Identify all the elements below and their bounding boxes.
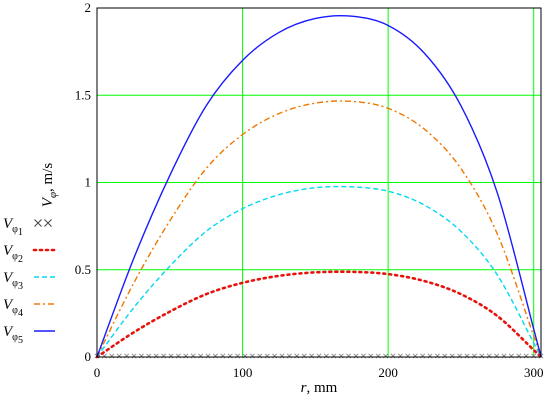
x-tick-label: 100	[233, 365, 253, 380]
series-vphi1-point	[508, 353, 514, 359]
series-vphi1-point	[205, 353, 211, 359]
legend-item: Vφ4	[3, 297, 55, 319]
series-vphi1-point	[471, 353, 477, 359]
series-vphi1-point	[294, 353, 300, 359]
series-vphi1-point	[427, 353, 433, 359]
x-tick-label: 300	[524, 365, 544, 380]
x-axis-label: r, mm	[301, 380, 338, 396]
legend-label: Vφ3	[3, 270, 23, 292]
series-vphi1-point	[338, 353, 344, 359]
legend-swatch	[44, 219, 52, 227]
series-vphi1-point	[138, 353, 144, 359]
series-vphi1-point	[353, 353, 359, 359]
series-vphi4-line	[96, 100, 542, 358]
series-vphi1-point	[272, 353, 278, 359]
series-vphi1-point	[183, 353, 189, 359]
series-vphi1-point	[412, 353, 418, 359]
series-vphi1	[94, 353, 544, 359]
series-vphi1-point	[434, 353, 440, 359]
series-vphi1-point	[153, 353, 159, 359]
legend-swatch	[34, 219, 42, 227]
series-vphi1-point	[242, 353, 248, 359]
series-vphi1-point	[442, 353, 448, 359]
y-tick-label: 2	[85, 0, 92, 15]
x-tick-label: 200	[378, 365, 398, 380]
legend-item: Vφ2	[3, 243, 57, 265]
series-vphi1-point	[449, 353, 455, 359]
y-axis-label: Vφ, m/s	[40, 163, 59, 208]
series-vphi1-point	[383, 353, 389, 359]
series-vphi1-point	[420, 353, 426, 359]
series-vphi1-point	[479, 353, 485, 359]
y-tick-label: 0.5	[75, 262, 91, 277]
series-vphi1-point	[309, 353, 315, 359]
series-vphi1-point	[397, 353, 403, 359]
legend-item: Vφ1	[3, 216, 52, 238]
y-tick-label: 1.5	[75, 87, 91, 102]
series-vphi1-point	[161, 353, 167, 359]
series-vphi1-point	[464, 353, 470, 359]
legend-item: Vφ3	[3, 270, 55, 292]
x-tick-label: 0	[94, 365, 101, 380]
series-vphi1-point	[175, 353, 181, 359]
series-vphi1-point	[346, 353, 352, 359]
legend-label: Vφ4	[3, 297, 23, 319]
series-vphi1-point	[405, 353, 411, 359]
series-vphi1-point	[190, 353, 196, 359]
series-vphi1-point	[501, 353, 507, 359]
series-vphi1-point	[109, 353, 115, 359]
grid	[97, 8, 541, 357]
series-vphi1-point	[494, 353, 500, 359]
series-vphi1-point	[523, 353, 529, 359]
series-vphi1-point	[360, 353, 366, 359]
legend-label: Vφ1	[3, 216, 23, 238]
series-vphi1-point	[301, 353, 307, 359]
series-vphi1-point	[390, 353, 396, 359]
series-vphi1-point	[227, 353, 233, 359]
series-layer	[94, 14, 544, 359]
series-vphi1-point	[131, 353, 137, 359]
series-vphi1-point	[235, 353, 241, 359]
series-vphi1-point	[212, 353, 218, 359]
series-vphi1-point	[116, 353, 122, 359]
series-vphi5-line	[96, 14, 542, 358]
legend-label: Vφ5	[3, 324, 23, 346]
series-vphi1-point	[486, 353, 492, 359]
y-tick-label: 1	[85, 175, 92, 190]
series-vphi1-point	[257, 353, 263, 359]
series-vphi1-point	[323, 353, 329, 359]
series-vphi1-point	[124, 353, 130, 359]
series-vphi1-point	[146, 353, 152, 359]
series-vphi1-point	[316, 353, 322, 359]
series-vphi1-point	[198, 353, 204, 359]
series-vphi1-point	[368, 353, 374, 359]
series-vphi1-point	[220, 353, 226, 359]
series-vphi3-line	[96, 185, 542, 358]
series-vphi1-point	[331, 353, 337, 359]
plot-frame	[96, 7, 542, 358]
tick-labels: 0 100 200 300 0 0.5 1 1.5 2	[75, 0, 544, 380]
series-vphi1-point	[457, 353, 463, 359]
legend-label: Vφ2	[3, 243, 23, 265]
y-tick-label: 0	[85, 349, 92, 364]
series-vphi1-point	[286, 353, 292, 359]
series-vphi1-point	[375, 353, 381, 359]
series-vphi2-line	[95, 270, 543, 359]
series-vphi1-point	[264, 353, 270, 359]
series-vphi1-point	[249, 353, 255, 359]
series-vphi1-point	[279, 353, 285, 359]
legend-item: Vφ5	[3, 324, 55, 346]
series-vphi1-point	[168, 353, 174, 359]
series-vphi1-point	[516, 353, 522, 359]
legend: Vφ1 Vφ2 Vφ3 Vφ4 Vφ5	[3, 216, 57, 346]
